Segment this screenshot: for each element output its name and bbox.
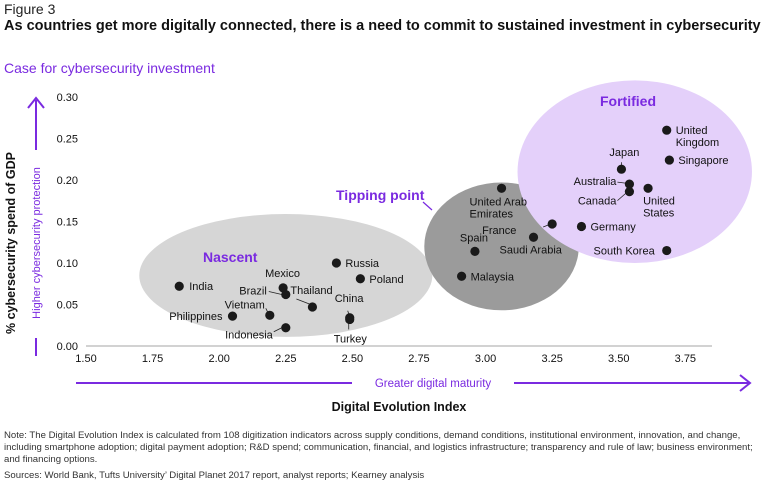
- point-label-turkey: Turkey: [334, 333, 368, 345]
- point-label-united-kingdom: Kingdom: [676, 137, 719, 149]
- point-label-saudi-arabia: Saudi Arabia: [500, 244, 563, 256]
- cluster-1-ellipse: [139, 214, 433, 337]
- sources: Sources: World Bank, Tufts University’ D…: [4, 470, 425, 481]
- point-label-united-states: United: [643, 195, 675, 207]
- point-germany: [576, 221, 587, 232]
- point-united-kingdom: [662, 125, 672, 135]
- point-label-mexico: Mexico: [265, 268, 300, 280]
- leader-line-thailand: [296, 298, 310, 305]
- point-south-korea: [662, 245, 672, 256]
- point-saudi-arabia: [528, 232, 539, 242]
- point-japan: [616, 164, 627, 174]
- cluster-3-ellipse: [517, 80, 752, 263]
- point-label-south-korea: South Korea: [594, 246, 656, 258]
- point-australia: [624, 179, 635, 189]
- point-label-united-arab-emirates: Emirates: [470, 208, 514, 220]
- point-label-thailand: Thailand: [290, 285, 332, 297]
- x-tick-label: 2.25: [275, 353, 296, 365]
- point-spain: [470, 246, 480, 256]
- x-tick-label: 1.75: [142, 353, 163, 365]
- point-label-japan: Japan: [609, 147, 639, 159]
- point-label-spain: Spain: [460, 232, 488, 244]
- leader-line-australia: [617, 181, 626, 184]
- y-tick-label: 0.00: [57, 341, 78, 353]
- point-philippines: [227, 311, 238, 321]
- point-turkey: [345, 314, 355, 325]
- y-arrow-head: [27, 96, 45, 109]
- point-label-united-states: States: [643, 207, 675, 219]
- point-label-canada: Canada: [578, 196, 617, 208]
- point-brazil: [281, 289, 291, 300]
- footnote: Note: The Digital Evolution Index is cal…: [4, 430, 753, 466]
- cluster-1-label: Nascent: [203, 249, 258, 265]
- tipping-point-pointer: [422, 201, 433, 211]
- point-label-vietnam: Vietnam: [225, 299, 265, 311]
- x-tick-label: 2.50: [342, 353, 363, 365]
- point-poland: [355, 274, 365, 284]
- point-label-united-arab-emirates: United Arab: [470, 196, 527, 208]
- point-canada: [624, 187, 635, 197]
- point-thailand: [307, 302, 318, 312]
- y-arrow-label: Higher cybersecurity protection: [31, 167, 43, 319]
- point-label-singapore: Singapore: [678, 155, 728, 167]
- leader-line-indonesia: [273, 327, 282, 333]
- x-axis-title: Digital Evolution Index: [332, 400, 467, 414]
- leader-line-brazil: [268, 291, 282, 295]
- point-indonesia: [281, 323, 291, 333]
- leader-line-france: [543, 224, 549, 228]
- x-tick-label: 3.75: [675, 353, 696, 365]
- point-label-brazil: Brazil: [239, 286, 267, 298]
- point-vietnam: [265, 310, 275, 320]
- cluster-2-label: Tipping point: [336, 187, 425, 203]
- point-label-australia: Australia: [574, 176, 618, 188]
- point-label-india: India: [189, 281, 214, 293]
- y-tick-label: 0.15: [57, 217, 78, 229]
- y-axis-title: % cybersecurity spend of GDP: [4, 152, 18, 334]
- figure-label: Figure 3: [4, 1, 56, 17]
- y-tick-label: 0.30: [57, 92, 78, 104]
- point-russia: [331, 258, 341, 268]
- x-tick-label: 3.25: [541, 353, 562, 365]
- point-label-united-kingdom: United: [676, 125, 708, 137]
- x-arrow-label: Greater digital maturity: [375, 378, 492, 390]
- point-label-germany: Germany: [590, 221, 636, 233]
- point-label-france: France: [482, 225, 516, 237]
- x-tick-label: 3.50: [608, 353, 629, 365]
- x-tick-label: 2.75: [408, 353, 429, 365]
- point-singapore: [664, 155, 674, 165]
- x-tick-label: 1.50: [75, 353, 96, 365]
- chart-title: Case for cybersecurity investment: [4, 60, 215, 76]
- cluster-3-label: Fortified: [600, 93, 656, 109]
- point-malaysia: [457, 271, 467, 281]
- x-tick-label: 3.00: [475, 353, 496, 365]
- y-tick-label: 0.05: [57, 300, 78, 312]
- point-india: [174, 281, 184, 291]
- leader-line-canada: [617, 193, 626, 201]
- point-label-china: China: [335, 293, 365, 305]
- point-label-malaysia: Malaysia: [471, 271, 515, 283]
- point-label-philippines: Philippines: [169, 311, 223, 323]
- point-label-poland: Poland: [369, 274, 403, 286]
- y-tick-label: 0.25: [57, 134, 78, 146]
- point-label-indonesia: Indonesia: [225, 330, 274, 342]
- scatter-chart: Nascent Tipping point Fortified 1.50 1.75 2.0…: [4, 80, 752, 414]
- y-tick-label: 0.10: [57, 258, 78, 270]
- point-france: [547, 219, 557, 229]
- headline: As countries get more digitally connecte…: [4, 18, 761, 34]
- point-united-states: [643, 183, 653, 193]
- leader-line-china: [347, 310, 350, 314]
- x-arrow-head: [739, 374, 752, 392]
- point-united-arab-emirates: [496, 183, 507, 193]
- y-tick-label: 0.20: [57, 175, 78, 187]
- point-label-russia: Russia: [345, 258, 380, 270]
- x-tick-label: 2.00: [208, 353, 229, 365]
